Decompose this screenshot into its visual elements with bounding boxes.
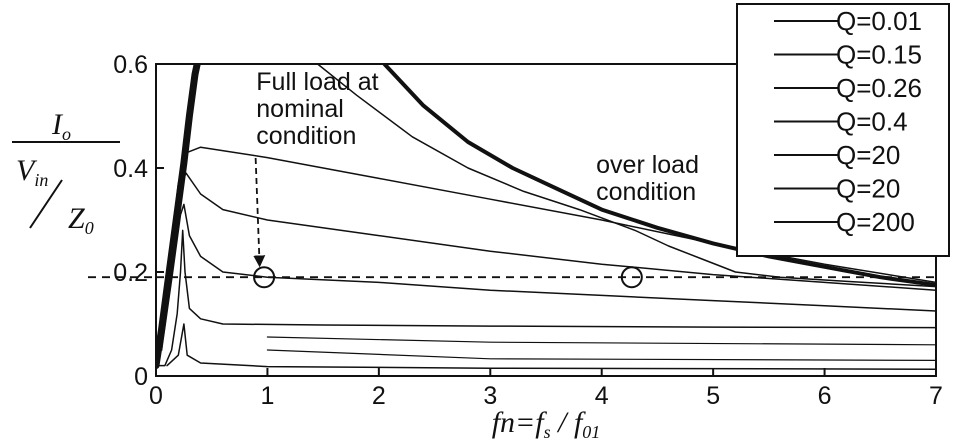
y-label-den-main: V [16, 154, 38, 187]
legend-label-3: Q=0.26 [836, 73, 922, 103]
svg-text:Z0: Z0 [68, 202, 94, 238]
series-line-8 [166, 323, 936, 370]
x-tick-label-1: 1 [260, 382, 274, 410]
y-label-num-main: I [51, 108, 64, 141]
legend-label-7: Q=200 [836, 207, 915, 237]
legend-label-1: Q=0.01 [836, 6, 922, 36]
series-line-5 [160, 172, 936, 351]
y-label-num-sub: o [62, 124, 71, 144]
y-tick-label-3: 0.6 [113, 51, 148, 79]
legend-label-6: Q=20 [836, 174, 900, 204]
x-label-mid: / f [551, 406, 586, 439]
y-tick-label-2: 0.4 [113, 155, 148, 183]
series-line-7 [157, 229, 936, 367]
series-line-10 [266, 336, 936, 346]
svg-text:Io: Io [51, 108, 71, 144]
legend-box [736, 3, 950, 257]
x-tick-label-5: 5 [706, 382, 720, 410]
x-label-sub2: 01 [582, 422, 600, 442]
y-label-z-main: Z [68, 202, 85, 235]
legend-label-5: Q=20 [836, 140, 900, 170]
y-tick-label-1: 0.2 [113, 259, 148, 287]
legend-label-4: Q=0.4 [836, 107, 908, 137]
x-tick-label-4: 4 [595, 382, 609, 410]
annotation-arrow-1 [253, 157, 266, 268]
x-tick-label-2: 2 [372, 382, 386, 410]
y-label-z-sub: 0 [85, 218, 94, 238]
x-label-sub1: s [544, 422, 551, 442]
x-tick-label-6: 6 [818, 382, 832, 410]
y-axis-label: Io Vin Z0 [12, 108, 120, 238]
series-line-2 [382, 64, 936, 287]
legend-label-2: Q=0.15 [836, 40, 922, 70]
y-label-den-sub: in [34, 170, 48, 190]
x-tick-label-0: 0 [149, 382, 163, 410]
y-tick-label-0: 0 [134, 363, 148, 391]
annotation-1: Full load at nominal condition [256, 68, 378, 150]
series-line-9 [266, 349, 936, 361]
y-label-slash [29, 179, 63, 229]
x-tick-label-7: 7 [929, 382, 943, 410]
x-tick-label-3: 3 [483, 382, 497, 410]
x-label-pre: fn=f [492, 406, 548, 439]
x-axis-label: fn=fs / f01 [492, 406, 601, 442]
series-line-4 [159, 146, 936, 351]
operating-point-marker-2 [620, 266, 643, 289]
series-line-6 [160, 203, 936, 351]
legend: Q=0.01Q=0.15Q=0.26Q=0.4Q=20Q=20Q=200 [736, 3, 950, 257]
annotation-2: over load condition [596, 151, 699, 206]
svg-text:Vin: Vin [16, 154, 48, 190]
